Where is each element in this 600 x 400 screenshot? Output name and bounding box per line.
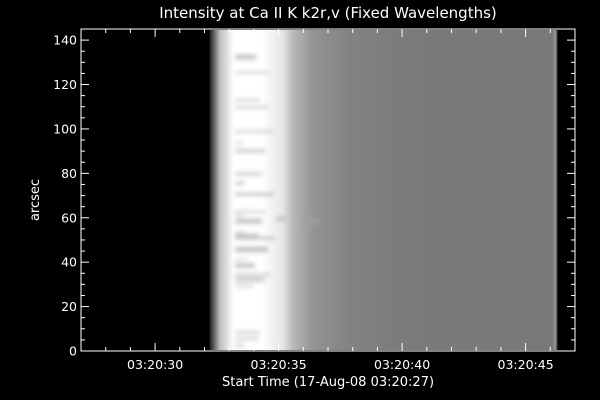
image-field	[209, 30, 558, 350]
x-tick-label: 03:20:40	[374, 357, 430, 372]
y-tick-label: 60	[61, 210, 77, 225]
chart-title: Intensity at Ca II K k2r,v (Fixed Wavele…	[159, 4, 497, 22]
y-tick-label: 140	[53, 33, 77, 48]
bright-streak	[235, 209, 266, 214]
x-tick-label: 03:20:30	[127, 357, 183, 372]
bright-streak	[235, 140, 244, 145]
bright-streak	[235, 230, 245, 237]
bright-streak	[235, 262, 255, 269]
bright-streak	[235, 54, 257, 60]
y-tick-label: 0	[69, 344, 77, 359]
x-tick-label: 03:20:45	[498, 357, 554, 372]
y-tick-label: 100	[53, 121, 77, 136]
bright-streak	[235, 171, 262, 177]
y-tick-label: 80	[61, 166, 77, 181]
bright-streaks	[235, 54, 322, 348]
x-axis: 03:20:30 03:20:35 03:20:40 03:20:45	[80, 29, 576, 372]
bright-streak	[235, 148, 266, 153]
y-tick-label: 20	[61, 299, 77, 314]
bright-streak	[235, 246, 268, 253]
bright-streak	[235, 330, 261, 334]
bright-streak	[235, 272, 271, 277]
bright-streak	[235, 192, 274, 196]
bright-streak	[235, 98, 260, 102]
bright-streak	[235, 129, 275, 135]
bright-streak	[235, 233, 259, 239]
bright-streak	[235, 276, 265, 283]
y-axis: 0 20 40 60 80 100 120 140	[53, 33, 575, 359]
intensity-image	[209, 30, 558, 350]
y-tick-label: 40	[61, 255, 77, 270]
x-tick-label: 03:20:35	[251, 357, 307, 372]
bright-streak	[235, 283, 254, 289]
bright-streak	[235, 257, 248, 261]
bright-streak	[235, 181, 245, 186]
bright-streak	[235, 71, 271, 74]
bright-streak	[235, 336, 260, 341]
bright-spot	[275, 216, 288, 222]
y-axis-label: arcsec	[28, 179, 43, 221]
bright-streak	[235, 105, 270, 109]
bright-spot	[305, 218, 322, 225]
x-axis-label: Start Time (17-Aug-08 03:20:27)	[222, 375, 434, 390]
bright-streak	[235, 218, 262, 224]
bright-streak	[235, 236, 275, 240]
bright-streak	[235, 342, 245, 348]
bright-streak	[235, 214, 243, 217]
y-tick-label: 120	[53, 77, 77, 92]
